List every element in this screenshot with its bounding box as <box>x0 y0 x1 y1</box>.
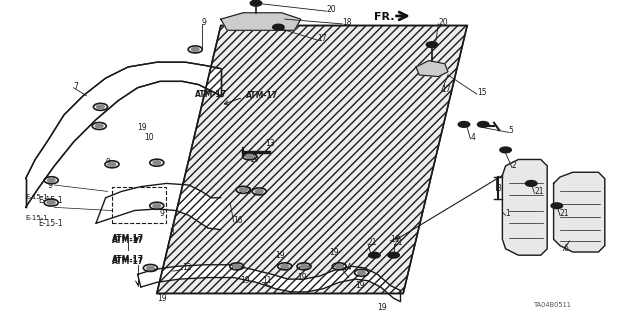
Text: 9: 9 <box>246 187 252 196</box>
Circle shape <box>525 181 537 186</box>
Circle shape <box>251 1 261 6</box>
Text: 2: 2 <box>512 161 516 170</box>
Text: 6: 6 <box>563 244 568 253</box>
Text: 9: 9 <box>202 18 207 27</box>
Text: 15: 15 <box>477 88 486 97</box>
Text: 9: 9 <box>48 181 53 189</box>
Circle shape <box>551 203 563 209</box>
Bar <box>112 187 166 223</box>
Polygon shape <box>554 172 605 252</box>
Text: 11: 11 <box>262 276 272 285</box>
Text: 4: 4 <box>470 133 476 142</box>
Polygon shape <box>157 26 467 293</box>
Polygon shape <box>26 62 221 207</box>
Circle shape <box>191 48 199 51</box>
Polygon shape <box>502 160 547 255</box>
Text: ATM-17: ATM-17 <box>195 90 227 99</box>
Text: 19: 19 <box>138 123 147 132</box>
Text: 5: 5 <box>509 126 514 135</box>
Polygon shape <box>416 61 448 77</box>
Circle shape <box>388 252 399 258</box>
Circle shape <box>95 124 103 128</box>
Circle shape <box>281 264 289 268</box>
Text: ATM-17: ATM-17 <box>112 257 144 266</box>
Text: 16: 16 <box>390 235 400 244</box>
Text: 7: 7 <box>74 82 79 91</box>
Polygon shape <box>221 13 301 30</box>
Text: 13: 13 <box>266 139 275 148</box>
Text: 9: 9 <box>160 209 165 218</box>
Text: E-15-1: E-15-1 <box>26 194 49 200</box>
Circle shape <box>255 189 263 193</box>
Text: 19: 19 <box>250 155 259 164</box>
Text: ATM-17: ATM-17 <box>112 255 144 263</box>
Circle shape <box>153 161 161 165</box>
Circle shape <box>147 266 154 270</box>
Polygon shape <box>138 265 400 301</box>
Circle shape <box>246 154 253 158</box>
Circle shape <box>273 24 284 30</box>
Text: 14: 14 <box>342 263 352 272</box>
Text: 19: 19 <box>157 294 166 303</box>
Text: 17: 17 <box>317 34 326 43</box>
Text: FR.: FR. <box>374 11 395 22</box>
Polygon shape <box>96 183 221 230</box>
Text: 3: 3 <box>496 184 501 193</box>
Text: 19: 19 <box>378 303 387 312</box>
Text: 19: 19 <box>355 281 365 290</box>
Circle shape <box>250 0 262 6</box>
Text: 21: 21 <box>368 238 378 247</box>
Text: 18: 18 <box>342 18 352 27</box>
Circle shape <box>335 264 343 268</box>
Text: ATM-17: ATM-17 <box>112 234 144 243</box>
Text: 12: 12 <box>182 263 192 272</box>
Circle shape <box>358 271 365 275</box>
Circle shape <box>233 264 241 268</box>
Text: E-15-1: E-15-1 <box>26 215 49 221</box>
Text: 1: 1 <box>506 209 510 218</box>
Text: 8: 8 <box>170 228 174 237</box>
Text: 17: 17 <box>442 85 451 94</box>
Text: 21: 21 <box>560 209 570 218</box>
Circle shape <box>47 201 55 204</box>
Text: ATM-17: ATM-17 <box>246 91 278 100</box>
Circle shape <box>477 122 489 127</box>
Circle shape <box>97 105 104 109</box>
Circle shape <box>239 188 247 192</box>
Circle shape <box>369 252 380 258</box>
Text: E-15-1: E-15-1 <box>38 219 63 228</box>
Text: 10: 10 <box>144 133 154 142</box>
Text: 21: 21 <box>534 187 544 196</box>
Circle shape <box>428 42 436 47</box>
Text: 20: 20 <box>438 18 448 27</box>
Text: 16: 16 <box>234 216 243 225</box>
Circle shape <box>458 122 470 127</box>
Text: 19: 19 <box>330 248 339 256</box>
Text: 9: 9 <box>106 158 111 167</box>
Text: TA04B0511: TA04B0511 <box>534 302 572 308</box>
Text: 19: 19 <box>240 276 250 285</box>
Circle shape <box>108 162 116 166</box>
Text: 19: 19 <box>298 273 307 282</box>
Circle shape <box>300 264 308 268</box>
Circle shape <box>153 204 161 208</box>
Text: ATM-17: ATM-17 <box>112 236 144 245</box>
Circle shape <box>47 178 55 182</box>
Text: 21: 21 <box>394 238 403 247</box>
Text: 20: 20 <box>326 5 336 14</box>
Circle shape <box>500 147 511 153</box>
Circle shape <box>426 42 438 48</box>
Text: E-15-1: E-15-1 <box>38 197 63 205</box>
Text: 19: 19 <box>275 251 285 260</box>
